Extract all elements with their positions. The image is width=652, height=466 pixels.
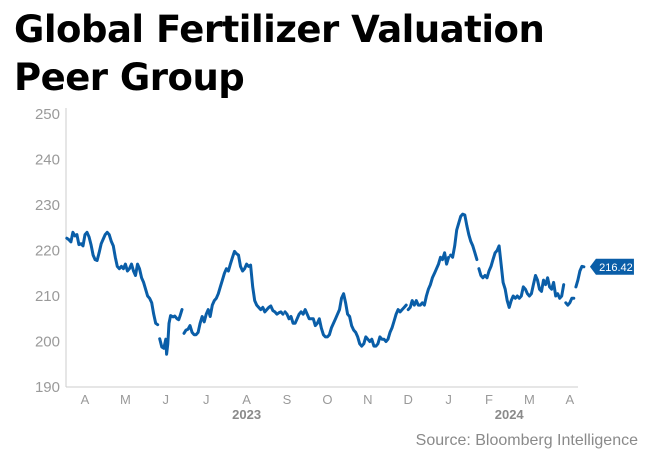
chart-title-line-2: Peer Group <box>14 56 245 99</box>
series-line-segment <box>182 249 285 337</box>
series-line-segment <box>406 251 451 312</box>
x-tick-label: F <box>485 392 493 407</box>
x-tick-label: J <box>163 392 170 407</box>
y-tick-label: 220 <box>35 243 60 260</box>
chart-title-line-1: Global Fertilizer Valuation <box>14 8 545 51</box>
last-value-label: 216.42 <box>599 262 633 274</box>
x-year-label: 2024 <box>495 407 525 422</box>
x-year-label: 2023 <box>232 407 261 422</box>
y-tick-label: 210 <box>35 288 60 305</box>
y-tick-label: 250 <box>35 106 60 123</box>
x-tick-label: M <box>120 392 131 407</box>
series-line-segment <box>65 230 160 327</box>
y-tick-label: 230 <box>35 197 60 214</box>
y-tick-label: 190 <box>35 379 60 396</box>
series-line-segment <box>574 264 586 289</box>
series-line-segment <box>158 308 184 356</box>
x-tick-label: O <box>322 392 332 407</box>
source-note: Source: Bloomberg Intelligence <box>415 432 638 449</box>
x-tick-label: J <box>445 392 452 407</box>
last-value-badge <box>589 258 634 275</box>
x-tick-label: S <box>283 392 292 407</box>
series-line-segment <box>564 296 576 307</box>
x-tick-label: D <box>404 392 413 407</box>
x-tick-label: A <box>81 392 90 407</box>
x-tick-label: N <box>363 392 372 407</box>
series-line-segment <box>283 292 408 348</box>
chart-title: Global Fertilizer Valuation Peer Group <box>14 6 634 102</box>
x-tick-label: M <box>524 392 535 407</box>
series-line-segment <box>449 212 479 262</box>
x-tick-label: A <box>565 392 574 407</box>
x-tick-label: A <box>242 392 251 407</box>
y-tick-label: 200 <box>35 334 60 351</box>
series-line-segment <box>477 244 566 309</box>
y-tick-label: 240 <box>35 152 60 169</box>
x-tick-label: J <box>203 392 210 407</box>
